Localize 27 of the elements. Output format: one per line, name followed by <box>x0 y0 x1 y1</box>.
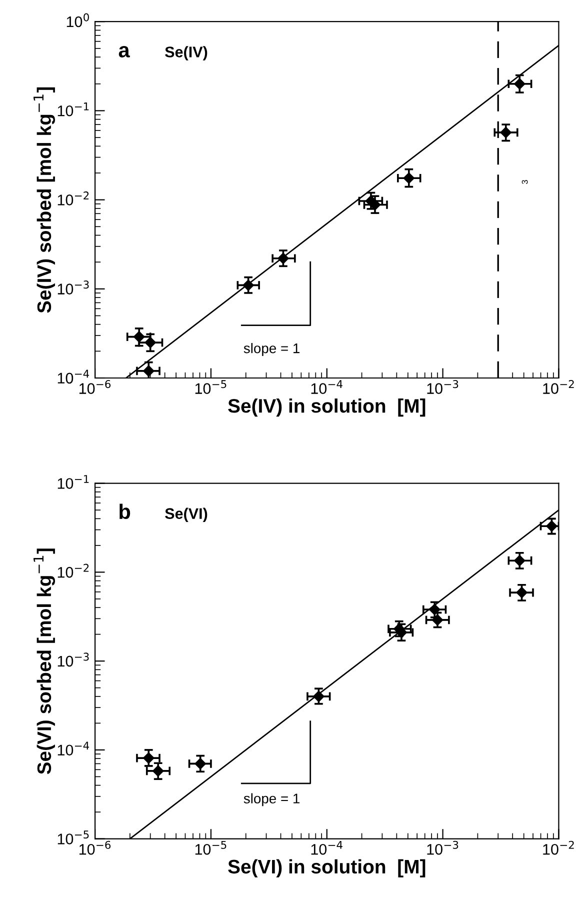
y-tick-label: 10$^{−2}$ <box>58 564 89 578</box>
text: Se(IV) <box>165 46 208 60</box>
text: b <box>120 504 130 520</box>
annotation: slope = 1 <box>244 793 300 806</box>
y-axis-title: Se(IV) sorbed [mol kg$^{−1}$] <box>34 87 56 313</box>
y-tick-label: 10$^{−1}$ <box>58 475 89 489</box>
y-tick-label: 10$^{−1}$ <box>58 102 89 116</box>
x-tick-label: 10$^{−2}$ <box>543 840 574 855</box>
text: a <box>118 46 130 58</box>
x-axis-title: Se(IV) in solution [M] <box>228 398 426 417</box>
x-tick-label: 10$^{−5}$ <box>195 840 226 855</box>
x-tick-label: 10$^{−2}$ <box>543 380 574 394</box>
x-tick-label: 10$^{−3}$ <box>427 380 458 394</box>
x-axis-title: Se(VI) in solution [M] <box>228 859 426 878</box>
y-tick-label: 10$^{−3}$ <box>58 280 89 294</box>
x-tick-label: 10$^{−4}$ <box>311 380 342 394</box>
x-tick-label: 10$^{−3}$ <box>427 840 458 855</box>
annotation: 3 <box>522 180 528 184</box>
text: Se(VI) <box>165 508 208 522</box>
annotation: slope = 1 <box>244 343 300 356</box>
y-tick-label: 10$^{−4}$ <box>58 742 90 756</box>
x-tick-label: 10$^{−5}$ <box>195 380 226 394</box>
x-tick-label: 10$^{−4}$ <box>311 840 342 855</box>
y-tick-label: 10$^{−3}$ <box>58 652 89 667</box>
y-tick-label: 10$^{−2}$ <box>58 191 89 206</box>
y-axis-title: Se(VI) sorbed [mol kg$^{−1}$] <box>34 548 56 774</box>
y-tick-label: 10$^{0}$ <box>66 13 89 28</box>
